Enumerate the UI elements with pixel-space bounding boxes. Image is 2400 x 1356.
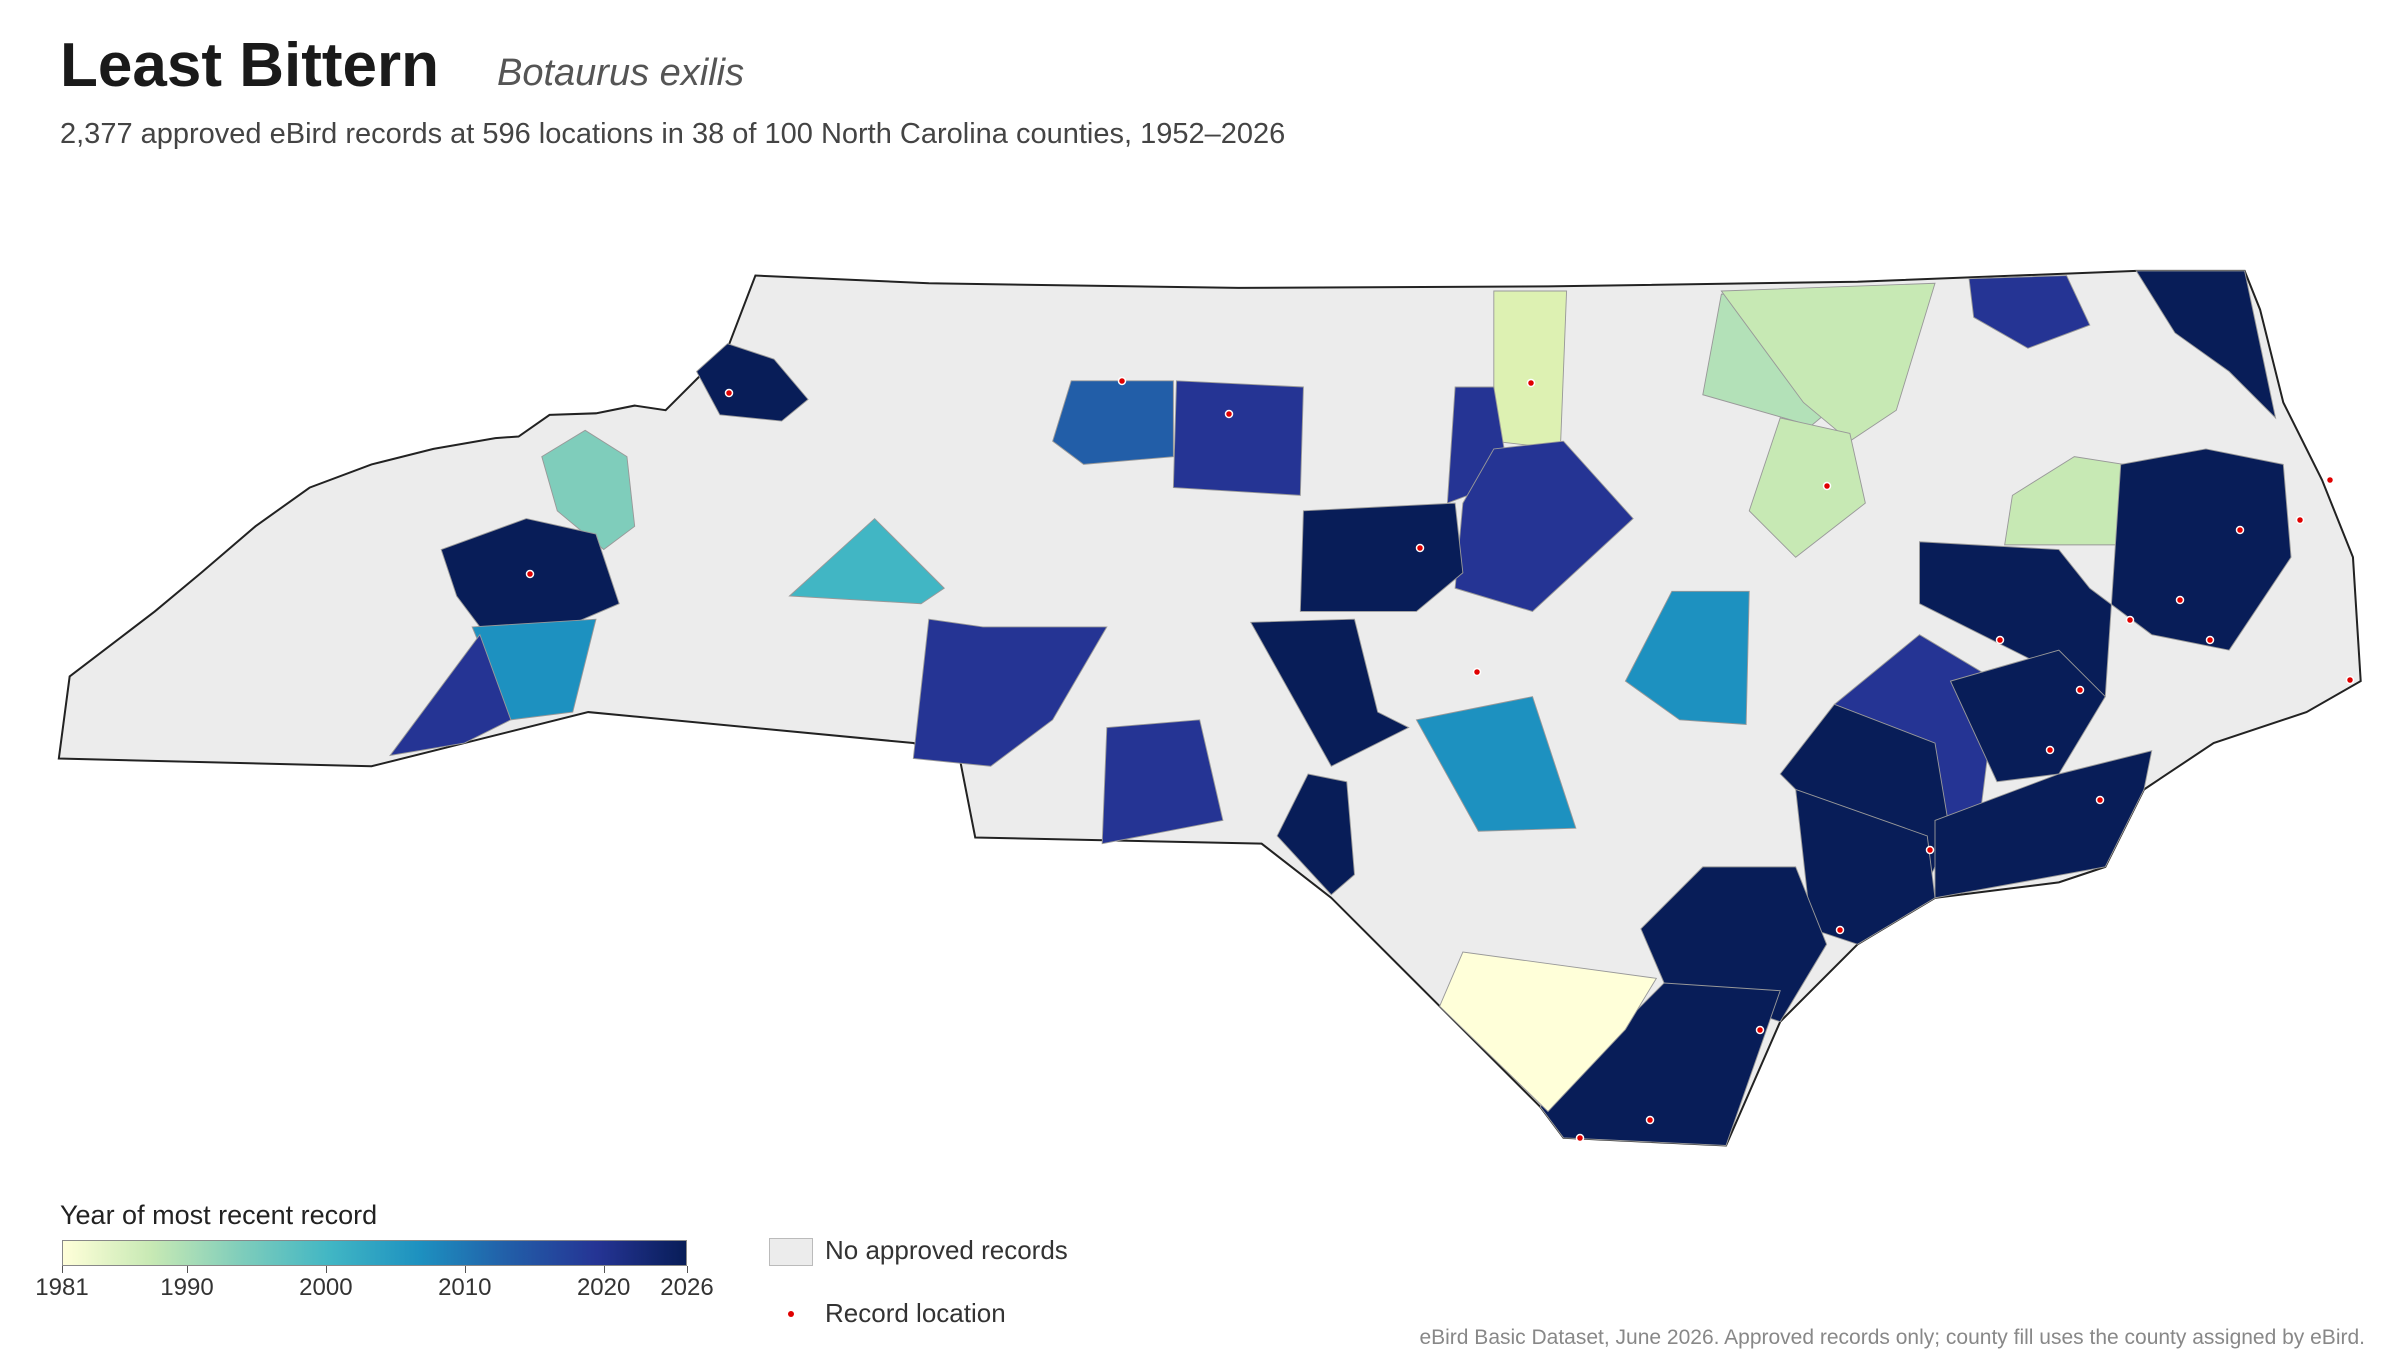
record-point xyxy=(1415,543,1425,553)
county xyxy=(1493,290,1568,450)
tick-mark xyxy=(62,1266,63,1273)
county xyxy=(1299,502,1464,612)
title: Least Bittern xyxy=(60,31,439,100)
record-point xyxy=(1575,1133,1585,1143)
county xyxy=(1439,951,1658,1113)
footnote: eBird Basic Dataset, June 2026. Approved… xyxy=(1419,1326,2365,1349)
colorbar xyxy=(62,1240,687,1266)
legend-label: No approved records xyxy=(825,1235,1068,1265)
county xyxy=(1748,417,1866,558)
tick-mark xyxy=(187,1266,188,1273)
counties xyxy=(57,269,2362,1147)
no-records-swatch xyxy=(769,1238,813,1266)
county xyxy=(1276,773,1355,896)
record-point xyxy=(2175,595,2185,605)
record-point xyxy=(2345,675,2355,685)
county xyxy=(1415,696,1577,832)
legend-label: Record location xyxy=(825,1298,1006,1328)
record-point xyxy=(1822,481,1832,491)
county xyxy=(1624,590,1750,725)
county xyxy=(541,429,636,551)
county xyxy=(1539,982,1781,1147)
colorbar-ticks: 1981 1990 2000 2010 2020 2026 xyxy=(35,1266,714,1306)
county xyxy=(1052,380,1174,465)
record-point xyxy=(1835,925,1845,935)
county xyxy=(912,618,1108,767)
county xyxy=(1101,719,1224,845)
record-point xyxy=(1224,409,1234,419)
record-point xyxy=(2045,745,2055,755)
county xyxy=(389,633,512,757)
record-point xyxy=(1755,1025,1765,1035)
record-swatch xyxy=(788,1311,794,1317)
county xyxy=(1720,282,1936,442)
tick-label: 2020 xyxy=(576,1274,631,1301)
record-point xyxy=(2095,795,2105,805)
record-point xyxy=(2325,475,2335,485)
tick-mark xyxy=(325,1266,327,1273)
record-point xyxy=(1925,845,1935,855)
record-point xyxy=(1117,376,1127,386)
record-point xyxy=(1645,1115,1655,1125)
record-point xyxy=(724,388,734,398)
tick-mark xyxy=(464,1266,466,1273)
record-point xyxy=(1472,667,1482,677)
subtitle: 2,377 approved eBird records at 596 loca… xyxy=(60,118,1286,150)
county xyxy=(788,517,946,605)
record-points xyxy=(525,376,2355,1143)
record-point xyxy=(2235,525,2245,535)
county xyxy=(1454,440,1634,612)
county xyxy=(1250,618,1410,767)
record-point xyxy=(2075,685,2085,695)
record-point xyxy=(2295,515,2305,525)
legend-title: Year of most recent record xyxy=(60,1200,378,1230)
record-point xyxy=(2125,615,2135,625)
record-point xyxy=(1526,378,1536,388)
tick-label: 2000 xyxy=(299,1274,353,1301)
tick-label: 2026 xyxy=(660,1274,714,1301)
county xyxy=(1949,649,2106,783)
tick-label: 1981 xyxy=(35,1274,89,1301)
tick-mark xyxy=(687,1266,688,1273)
county xyxy=(2135,270,2277,420)
tick-label: 1990 xyxy=(160,1274,214,1301)
scientific-name: Botaurus exilis xyxy=(497,52,745,94)
tick-label: 2010 xyxy=(438,1274,492,1301)
county xyxy=(1172,380,1304,496)
record-point xyxy=(2205,635,2215,645)
county xyxy=(696,343,809,422)
record-point xyxy=(1995,635,2005,645)
tick-mark xyxy=(603,1266,605,1273)
county xyxy=(1968,275,2091,349)
record-point xyxy=(525,569,535,579)
